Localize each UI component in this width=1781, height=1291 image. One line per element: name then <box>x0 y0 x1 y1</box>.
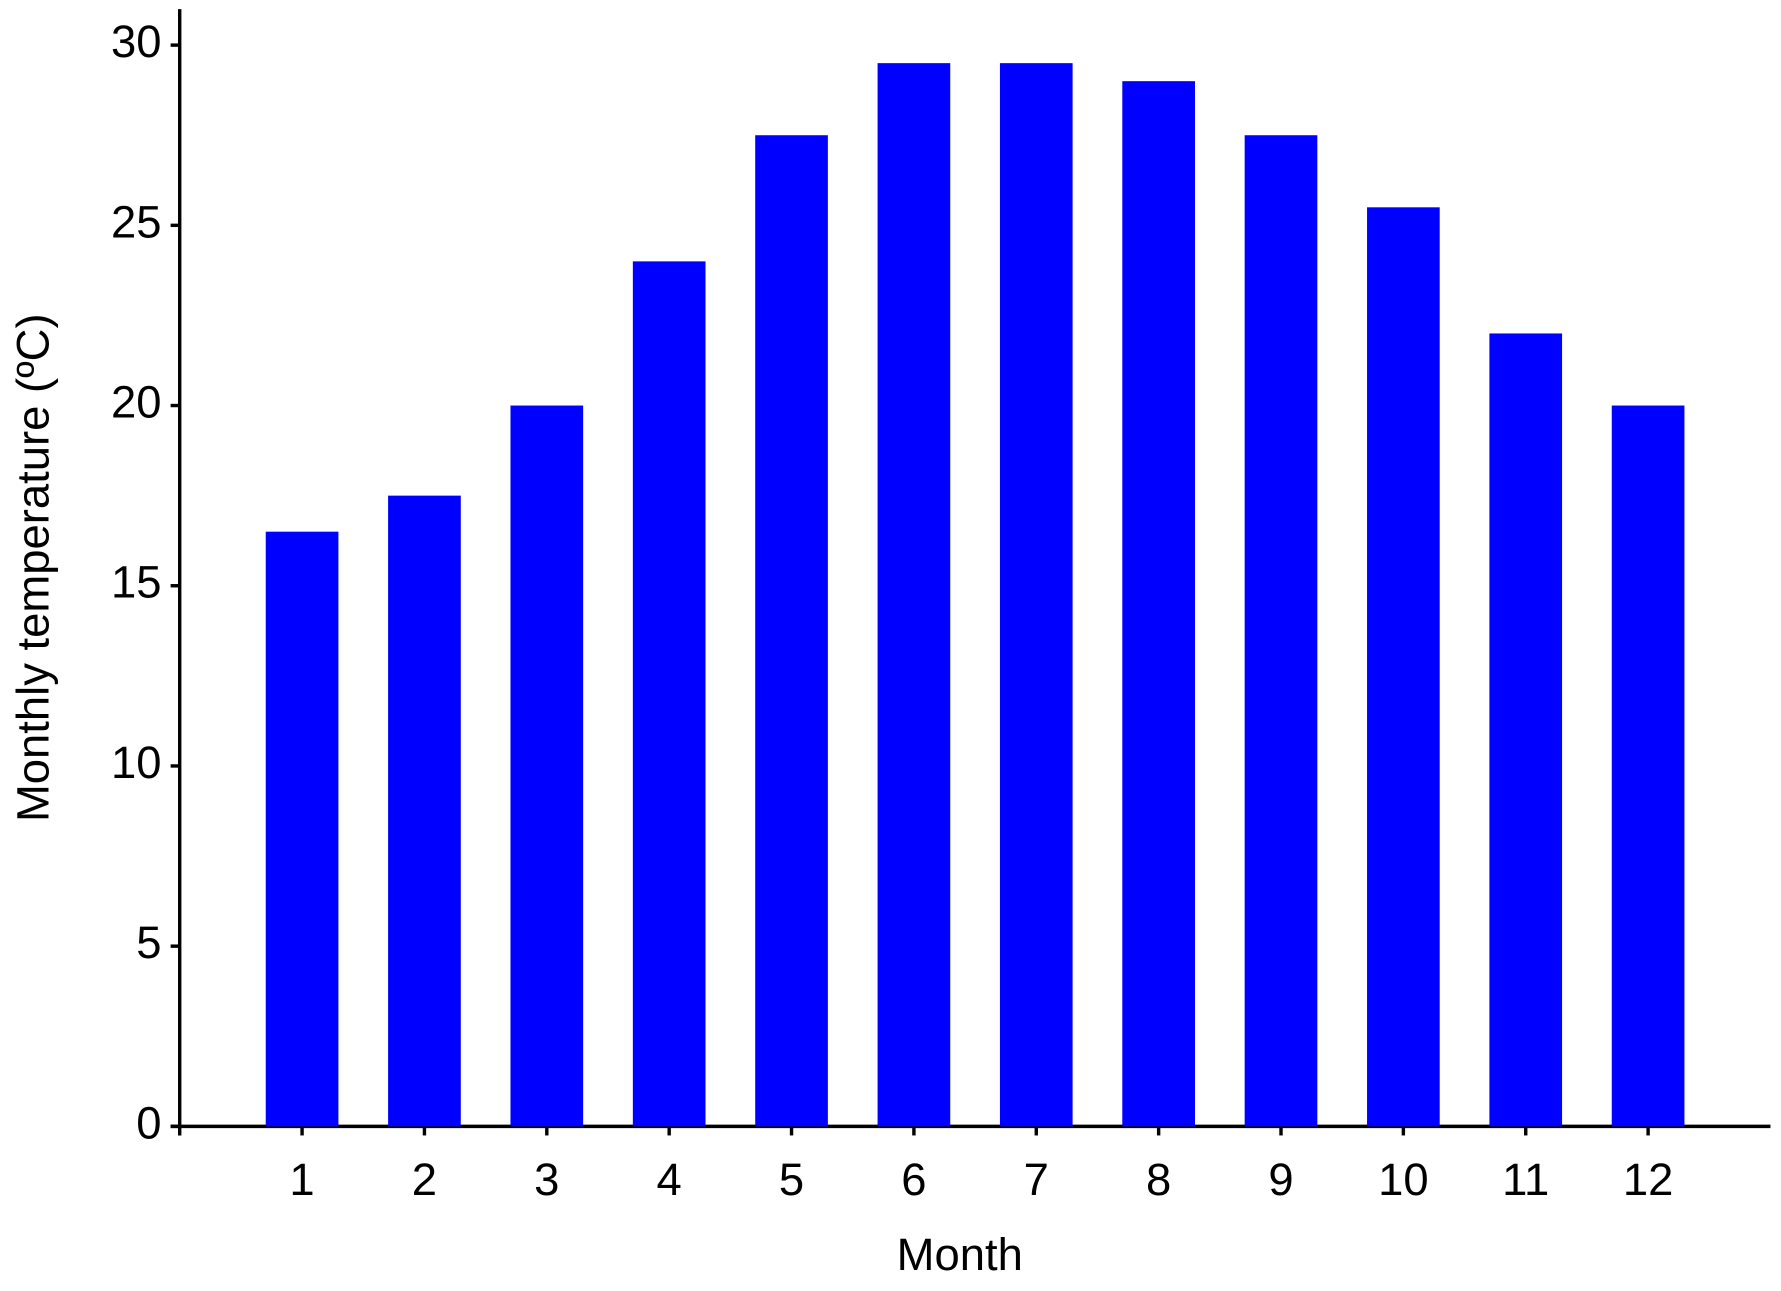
x-tick-label: 1 <box>289 1154 314 1205</box>
x-tick-label: 4 <box>657 1154 682 1205</box>
x-tick-label: 11 <box>1502 1154 1549 1205</box>
y-tick-label: 10 <box>111 737 162 788</box>
y-tick-label: 5 <box>136 917 161 968</box>
bar <box>1122 81 1195 1127</box>
x-axis-title: Month <box>897 1229 1023 1280</box>
bar <box>1367 207 1440 1127</box>
x-tick-label: 9 <box>1268 1154 1293 1205</box>
bar <box>877 63 951 1127</box>
bar <box>265 531 339 1127</box>
y-tick-label: 0 <box>136 1097 161 1148</box>
x-tick-label: 7 <box>1024 1154 1049 1205</box>
x-tick-label: 10 <box>1378 1154 1429 1205</box>
bar <box>510 405 584 1127</box>
x-tick-label: 12 <box>1623 1154 1674 1205</box>
y-tick-label: 25 <box>111 196 162 247</box>
x-tick-label: 3 <box>534 1154 559 1205</box>
x-tick-label: 8 <box>1146 1154 1171 1205</box>
y-tick-label: 30 <box>111 16 162 67</box>
bar <box>999 63 1073 1127</box>
x-tick-label: 5 <box>779 1154 804 1205</box>
bar <box>1489 333 1563 1127</box>
y-tick-label: 15 <box>111 557 162 608</box>
bar <box>1244 135 1318 1127</box>
y-tick-label: 20 <box>111 377 162 428</box>
bar <box>755 135 828 1127</box>
y-axis-title: Monthly temperature (ºC) <box>8 313 59 822</box>
bar <box>388 495 461 1127</box>
bar <box>1611 405 1685 1127</box>
x-tick-label: 6 <box>901 1154 926 1205</box>
x-tick-label: 2 <box>412 1154 437 1205</box>
bar <box>632 261 706 1127</box>
